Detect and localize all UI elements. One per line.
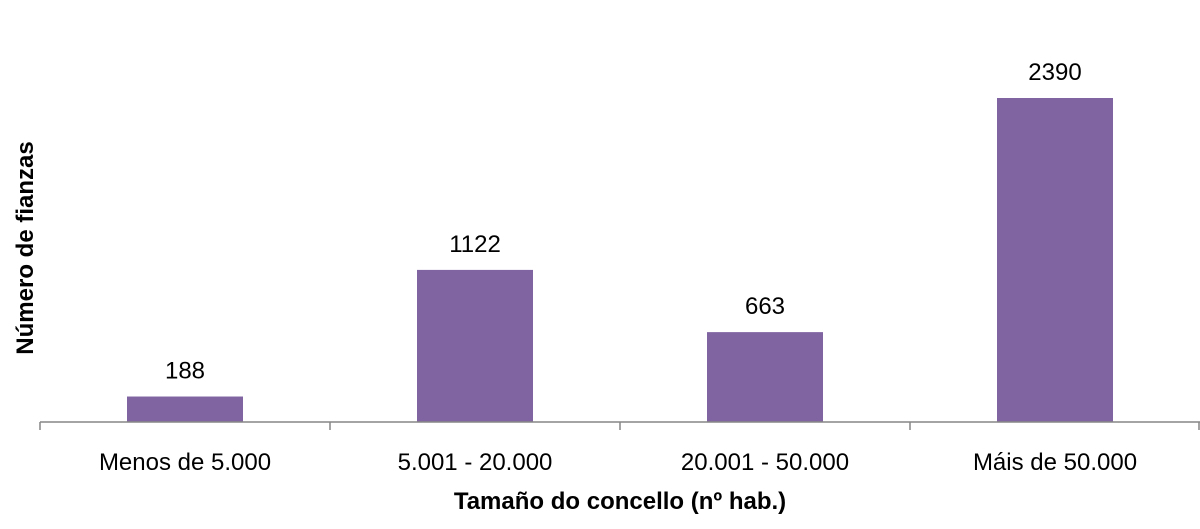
x-tick-label: Máis de 50.000 [973, 449, 1137, 476]
data-label: 2390 [1028, 59, 1081, 86]
x-tick-labels: Menos de 5.000 5.001 - 20.000 20.001 - 50.… [99, 449, 1137, 476]
y-axis-title: Número de fianzas [12, 141, 39, 354]
bar [417, 269, 533, 422]
bar [997, 98, 1113, 422]
data-label: 1122 [449, 231, 501, 258]
x-tick-label: 20.001 - 50.000 [681, 449, 849, 476]
bar [127, 396, 243, 422]
data-label: 188 [165, 358, 205, 385]
x-axis-title: Tamaño do concello (nº hab.) [454, 488, 786, 515]
data-label: 663 [745, 293, 785, 320]
bars-layer [127, 98, 1113, 422]
x-axis [39, 421, 1200, 430]
x-tick-label: 5.001 - 20.000 [398, 449, 553, 476]
bar [707, 332, 823, 422]
x-tick-label: Menos de 5.000 [99, 449, 271, 476]
data-labels-layer: 188 1122 663 2390 [165, 59, 1082, 385]
